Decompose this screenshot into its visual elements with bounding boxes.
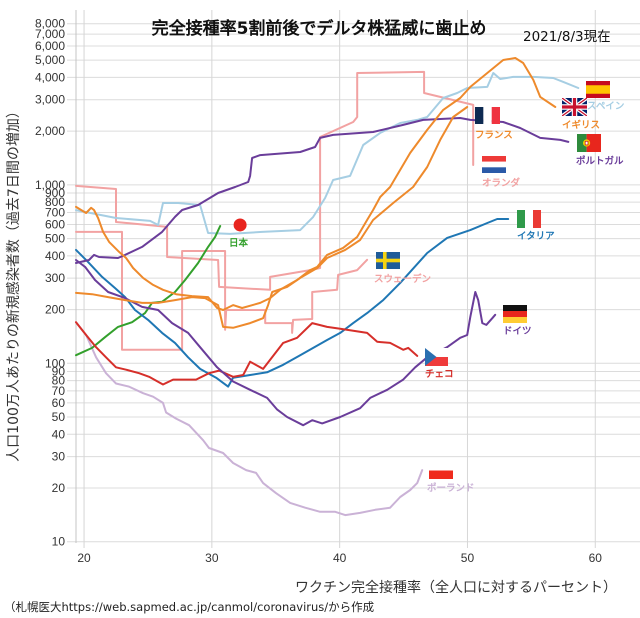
y-tick-label: 6,000 — [35, 39, 65, 53]
flag-germany-icon — [503, 305, 527, 323]
y-tick-label: 700 — [45, 205, 65, 219]
flag-netherlands-icon — [482, 156, 506, 173]
flag-portugal-icon — [577, 134, 601, 152]
chart-date: 2021/8/3現在 — [523, 29, 611, 45]
y-tick-label: 8,000 — [35, 17, 65, 31]
series-line-czech — [75, 321, 419, 386]
series-label-sweden: スウェーデン — [374, 273, 431, 285]
series-line-germany — [75, 259, 497, 427]
tick-labels: 1020304050607080901002003004005006007008… — [35, 17, 602, 565]
flag-italy-icon — [517, 210, 541, 228]
series-label-spain: スペイン — [587, 101, 624, 112]
grid — [67, 10, 640, 548]
y-tick-label: 7,000 — [35, 27, 65, 41]
y-tick-label: 400 — [45, 249, 65, 263]
y-tick-label: 100 — [45, 356, 65, 370]
series-line-netherlands — [75, 70, 475, 291]
y-axis-title: 人口100万人あたりの新規感染者数（過去7日間の増加） — [5, 104, 22, 462]
y-tick-label: 90 — [52, 364, 66, 378]
chart-title: 完全接種率5割前後でデルタ株猛威に歯止め — [152, 18, 487, 39]
plot-area — [75, 57, 580, 517]
y-tick-label: 80 — [52, 374, 66, 388]
x-axis-title: ワクチン完全接種率（全人口に対するパーセント） — [295, 579, 617, 596]
y-tick-label: 60 — [52, 396, 66, 410]
y-tick-label: 20 — [52, 481, 66, 495]
y-tick-label: 3,000 — [35, 93, 65, 107]
series-line-spain — [75, 72, 580, 235]
y-tick-label: 300 — [45, 271, 65, 285]
y-tick-label: 10 — [52, 535, 66, 549]
flag-france-icon — [475, 107, 500, 124]
y-tick-label: 50 — [52, 410, 66, 424]
series-line-france — [75, 106, 469, 329]
japan-current-marker — [233, 218, 247, 232]
x-tick-label: 40 — [333, 551, 347, 565]
y-tick-label: 2,000 — [35, 124, 65, 138]
series-label-france: フランス — [475, 130, 513, 141]
series-label-japan: 日本 — [229, 237, 249, 249]
series-line-japan — [75, 225, 222, 357]
flag-uk-icon — [562, 98, 587, 116]
y-tick-label: 800 — [45, 195, 65, 209]
series-line-poland — [75, 321, 424, 517]
y-tick-label: 5,000 — [35, 53, 65, 67]
y-tick-label: 600 — [45, 217, 65, 231]
series-label-germany: ドイツ — [503, 326, 532, 337]
flag-spain-icon — [586, 81, 610, 98]
series-line-sweden — [75, 230, 369, 351]
y-tick-label: 200 — [45, 303, 65, 317]
y-tick-label: 900 — [45, 186, 65, 200]
series-line-portugal — [75, 117, 570, 264]
y-tick-label: 4,000 — [35, 70, 65, 84]
source-note: （札幌医大https://web.sapmed.ac.jp/canmol/cor… — [4, 600, 375, 614]
flag-czech-icon — [425, 348, 448, 366]
series-line-uk — [75, 57, 557, 311]
series-label-italy: イタリア — [517, 230, 555, 242]
y-tick-label: 40 — [52, 427, 66, 441]
series-label-czech: チェコ — [425, 369, 454, 380]
series-label-portugal: ポルトガル — [576, 155, 624, 167]
y-tick-label: 30 — [52, 450, 66, 464]
x-tick-label: 30 — [205, 551, 219, 565]
series-label-uk: イギリス — [562, 119, 600, 131]
x-tick-label: 20 — [77, 551, 91, 565]
flag-sweden-icon — [376, 252, 400, 269]
series-label-poland: ポーランド — [427, 482, 475, 494]
y-tick-label: 70 — [52, 384, 66, 398]
series-line-italy — [75, 218, 510, 388]
y-tick-label: 500 — [45, 232, 65, 246]
flag-poland-icon — [429, 462, 453, 479]
y-tick-label: 1,000 — [35, 178, 65, 192]
x-tick-label: 50 — [461, 551, 475, 565]
x-tick-label: 60 — [589, 551, 603, 565]
series-label-netherlands: オランダ — [482, 177, 521, 189]
